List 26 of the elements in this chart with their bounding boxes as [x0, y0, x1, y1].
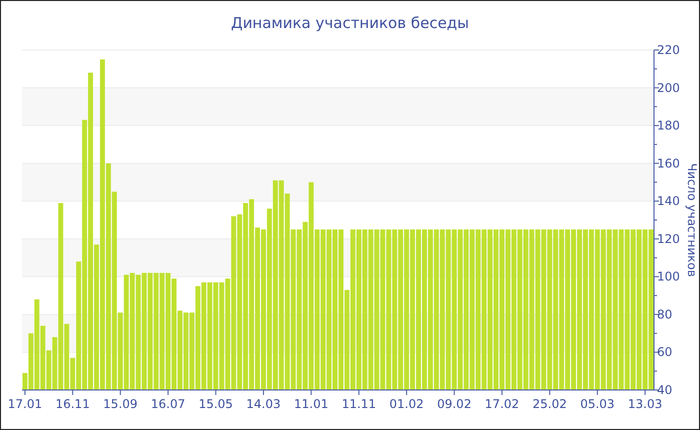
- y-tick-label: 80: [657, 307, 672, 322]
- x-tick-label: 16.07: [150, 397, 186, 411]
- y-tick-label: 140: [657, 194, 680, 208]
- chart-title: Динамика участников беседы: [230, 14, 470, 32]
- x-tick-label: 14.03: [246, 397, 281, 411]
- x-tick-label: 17.01: [8, 397, 42, 411]
- x-tick-label: 15.05: [198, 397, 233, 411]
- y-tick-label: 120: [657, 232, 680, 246]
- x-tick-label: 11.11: [342, 397, 376, 411]
- x-tick-label: 01.02: [389, 397, 424, 411]
- y-tick-label: 180: [657, 118, 680, 133]
- x-tick-label: 16.11: [55, 397, 90, 411]
- x-tick-label: 11.01: [294, 397, 328, 411]
- y-tick-label: 220: [657, 43, 680, 57]
- x-tick-label: 05.03: [580, 397, 615, 411]
- y-tick-label: 60: [657, 345, 672, 360]
- x-tick-label: 25.02: [532, 397, 567, 411]
- y-tick-label: 200: [657, 80, 680, 95]
- y-tick-label: 100: [657, 270, 680, 284]
- x-tick-label: 09.02: [437, 397, 472, 411]
- y-axis-title: Число участников: [685, 163, 699, 277]
- x-tick-label: 17.02: [484, 397, 520, 411]
- y-tick-label: 40: [657, 383, 672, 397]
- y-tick-label: 160: [657, 156, 680, 170]
- x-tick-label: 13.03: [628, 397, 662, 411]
- x-tick-label: 15.09: [103, 397, 138, 411]
